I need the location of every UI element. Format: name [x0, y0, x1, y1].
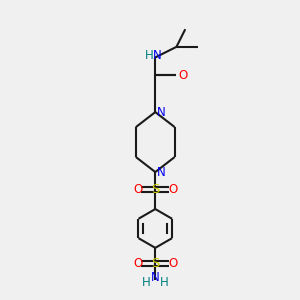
Text: H: H: [142, 276, 151, 289]
Text: N: N: [151, 271, 160, 284]
Text: O: O: [168, 183, 178, 196]
Text: N: N: [157, 166, 166, 178]
Text: O: O: [178, 69, 187, 82]
Text: N: N: [157, 106, 166, 118]
Text: O: O: [168, 257, 178, 270]
Text: S: S: [151, 183, 160, 196]
Text: S: S: [151, 257, 160, 270]
Text: N: N: [153, 49, 161, 62]
Text: O: O: [133, 183, 142, 196]
Text: H: H: [145, 49, 154, 62]
Text: O: O: [133, 257, 142, 270]
Text: H: H: [160, 276, 169, 289]
